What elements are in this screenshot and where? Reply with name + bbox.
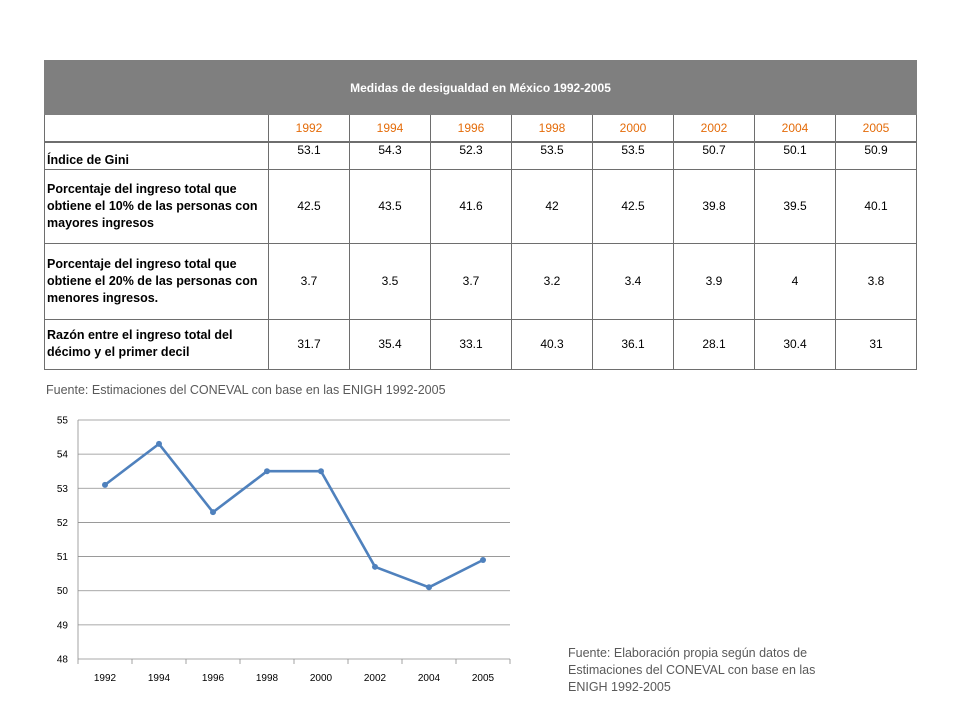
x-tick-label: 2004	[418, 673, 441, 684]
data-point	[264, 468, 270, 475]
table-row: Porcentaje del ingreso total que obtiene…	[44, 168, 917, 244]
row-label: Índice de Gini	[44, 141, 269, 170]
data-point	[156, 440, 162, 447]
table-cell: 3.9	[673, 242, 755, 320]
chart-source-note: Fuente: Elaboración propia según datos d…	[568, 646, 816, 694]
table-header-row: 1992 1994 1996 1998 2000 2002 2004 2005	[44, 114, 917, 143]
y-tick-label: 48	[57, 655, 69, 666]
x-tick-label: 1992	[94, 673, 117, 684]
table-cell: 42.5	[592, 168, 674, 244]
x-tick-label: 2000	[310, 673, 333, 684]
y-tick-label: 53	[57, 484, 69, 495]
table-cell: 3.5	[349, 242, 431, 320]
table-source-note: Fuente: Estimaciones del CONEVAL con bas…	[46, 383, 446, 397]
x-tick-label: 2005	[472, 673, 495, 684]
table-row: Porcentaje del ingreso total que obtiene…	[44, 242, 917, 320]
table-cell: 41.6	[430, 168, 512, 244]
table-cell: 3.7	[430, 242, 512, 320]
table-cell: 28.1	[673, 318, 755, 370]
year-header: 1998	[511, 114, 593, 143]
data-point	[210, 509, 216, 516]
table-cell: 31	[835, 318, 917, 370]
year-header: 2004	[754, 114, 836, 143]
row-label: Razón entre el ingreso total del décimo …	[44, 318, 269, 370]
table-cell: 3.2	[511, 242, 593, 320]
table-cell: 50.9	[835, 141, 917, 170]
table-cell: 40.3	[511, 318, 593, 370]
table-cell: 53.5	[511, 141, 593, 170]
year-header: 2005	[835, 114, 917, 143]
row-label: Porcentaje del ingreso total que obtiene…	[44, 242, 269, 320]
inequality-table: Medidas de desigualdad en México 1992-20…	[44, 60, 917, 370]
table-row: Índice de Gini 53.1 54.3 52.3 53.5 53.5 …	[44, 141, 917, 170]
year-header: 1996	[430, 114, 512, 143]
table-row: Razón entre el ingreso total del décimo …	[44, 318, 917, 370]
table-title-row: Medidas de desigualdad en México 1992-20…	[44, 60, 917, 115]
x-tick-label: 1998	[256, 673, 279, 684]
y-tick-label: 55	[57, 416, 69, 427]
table-cell: 3.7	[268, 242, 350, 320]
table-cell: 31.7	[268, 318, 350, 370]
table-cell: 40.1	[835, 168, 917, 244]
table-cell: 3.4	[592, 242, 674, 320]
table-cell: 39.8	[673, 168, 755, 244]
year-header: 2002	[673, 114, 755, 143]
data-point	[426, 584, 432, 591]
table-cell: 54.3	[349, 141, 431, 170]
table-cell: 52.3	[430, 141, 512, 170]
header-blank-cell	[44, 114, 269, 143]
y-tick-label: 51	[57, 552, 69, 563]
table-cell: 33.1	[430, 318, 512, 370]
data-point	[102, 481, 108, 488]
data-point	[318, 468, 324, 475]
x-tick-label: 1996	[202, 673, 225, 684]
row-label: Porcentaje del ingreso total que obtiene…	[44, 168, 269, 244]
year-header: 1994	[349, 114, 431, 143]
y-tick-label: 50	[57, 586, 69, 597]
table-cell: 35.4	[349, 318, 431, 370]
data-point	[480, 556, 486, 563]
table-cell: 4	[754, 242, 836, 320]
series-line	[104, 442, 484, 589]
table-title: Medidas de desigualdad en México 1992-20…	[44, 60, 917, 115]
x-tick-label: 2002	[364, 673, 387, 684]
y-tick-label: 52	[57, 518, 69, 529]
x-tick-label: 1994	[148, 673, 171, 684]
table-cell: 42.5	[268, 168, 350, 244]
data-point	[372, 563, 378, 570]
y-tick-label: 49	[57, 620, 69, 631]
y-tick-label: 54	[57, 450, 69, 461]
